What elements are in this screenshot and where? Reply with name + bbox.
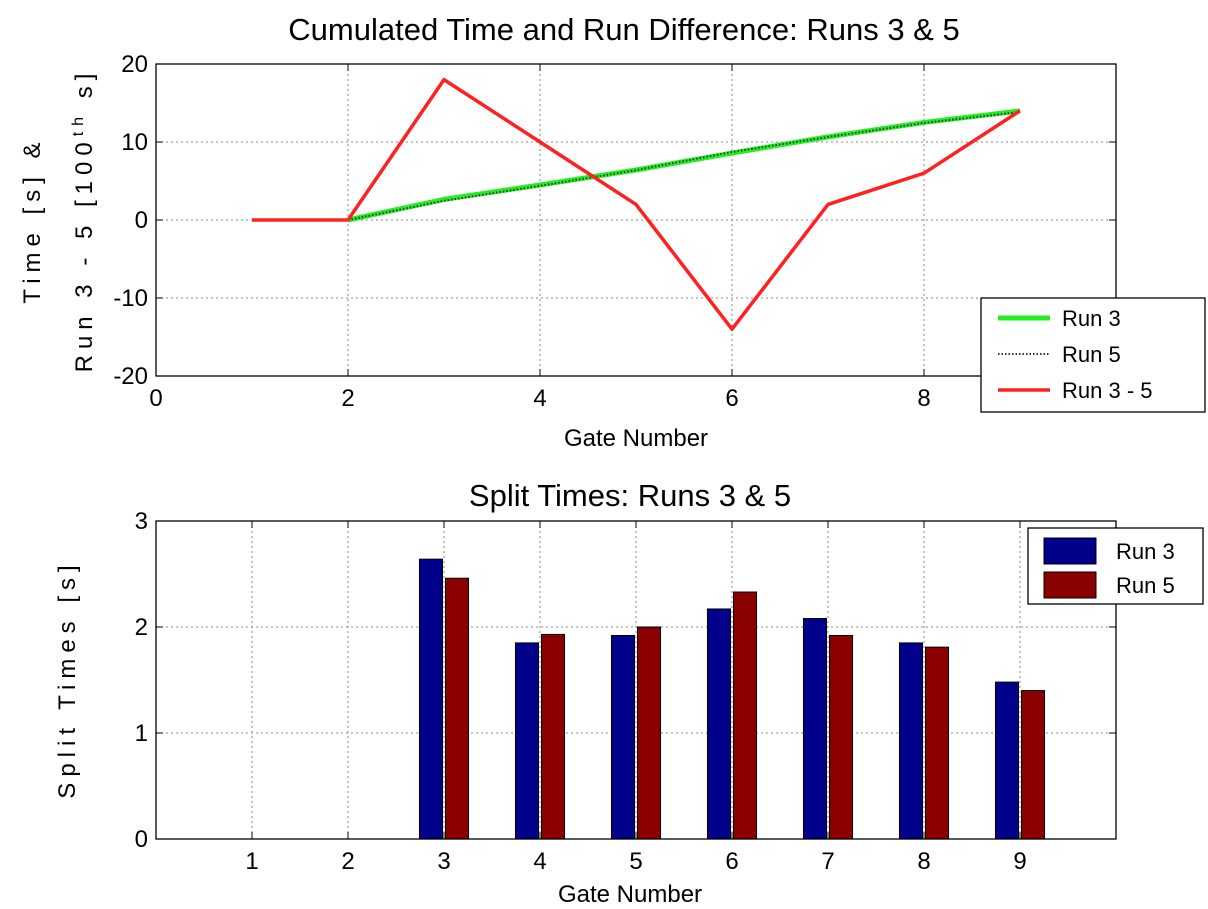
split-times-chart: Split Times: Runs 3 & 5 1 2 3 4 5 6 7 8 9 0 1 2 3 Ga… bbox=[54, 478, 1204, 908]
top-lines bbox=[252, 77, 1021, 331]
bar-run-3-gate-3 bbox=[418, 558, 443, 840]
top-y-tick-label: -20 bbox=[113, 363, 148, 390]
bottom-x-tick-label: 6 bbox=[725, 848, 738, 875]
bottom-chart-title: Split Times: Runs 3 & 5 bbox=[469, 478, 791, 513]
top-y-axis-label: Time [s] & Run 3 - 5 [100th s] bbox=[19, 68, 98, 373]
line-series-run-5 bbox=[347, 110, 1021, 221]
top-legend: Run 3 Run 5 Run 3 - 5 bbox=[980, 297, 1206, 413]
bottom-y-axis-label: Split Times [s] bbox=[54, 559, 81, 798]
bottom-x-tick-label: 9 bbox=[1013, 848, 1026, 875]
bottom-y-tick-label: 0 bbox=[135, 826, 148, 853]
bar-run-3-gate-8 bbox=[898, 642, 924, 840]
bottom-x-tick-label: 7 bbox=[821, 848, 834, 875]
bottom-legend: Run 3 Run 5 bbox=[1027, 527, 1204, 605]
top-legend-label: Run 3 bbox=[1062, 306, 1121, 331]
bottom-x-tick-label: 4 bbox=[533, 848, 546, 875]
top-legend-label: Run 5 bbox=[1062, 342, 1121, 367]
bottom-ticks: 1 2 3 4 5 6 7 8 9 0 1 2 3 bbox=[135, 508, 1116, 875]
bottom-x-tick-label: 8 bbox=[917, 848, 930, 875]
bottom-legend-label: Run 3 bbox=[1116, 539, 1175, 564]
bar-run-5-gate-8 bbox=[925, 646, 950, 840]
bottom-grid bbox=[156, 521, 1116, 839]
bottom-x-tick-label: 5 bbox=[629, 848, 642, 875]
bar-run-5-gate-6 bbox=[733, 591, 758, 840]
top-x-axis-label: Gate Number bbox=[564, 425, 708, 452]
bar-run-3-gate-6 bbox=[706, 608, 732, 840]
top-x-tick-label: 8 bbox=[917, 385, 930, 412]
bottom-y-tick-label: 3 bbox=[135, 508, 148, 535]
bottom-x-tick-label: 1 bbox=[245, 848, 258, 875]
bottom-legend-swatch bbox=[1043, 537, 1097, 565]
top-y-tick-label: 10 bbox=[121, 129, 148, 156]
top-y-tick-label: 0 bbox=[135, 207, 148, 234]
bar-run-5-gate-5 bbox=[637, 626, 662, 840]
top-grid bbox=[156, 64, 1116, 376]
line-series-run-3-5 bbox=[252, 77, 1021, 331]
bar-run-5-gate-4 bbox=[541, 633, 566, 840]
top-x-tick-label: 4 bbox=[533, 385, 546, 412]
bar-run-5-gate-9 bbox=[1021, 690, 1046, 840]
bottom-legend-swatch bbox=[1043, 571, 1097, 599]
top-x-tick-label: 6 bbox=[725, 385, 738, 412]
bottom-legend-label: Run 5 bbox=[1116, 573, 1175, 598]
top-legend-label: Run 3 - 5 bbox=[1062, 378, 1153, 403]
top-y-label-suffix: s] bbox=[71, 68, 98, 111]
bar-run-3-gate-5 bbox=[610, 634, 636, 840]
cumulated-time-chart: Cumulated Time and Run Difference: Runs … bbox=[19, 12, 1206, 452]
top-y-tick-label: 20 bbox=[121, 51, 148, 78]
bar-run-3-gate-4 bbox=[514, 642, 540, 840]
bar-run-5-gate-3 bbox=[445, 577, 470, 840]
top-y-tick-label: -10 bbox=[113, 285, 148, 312]
bar-run-3-gate-7 bbox=[802, 618, 828, 840]
bottom-x-tick-label: 3 bbox=[437, 848, 450, 875]
bottom-y-tick-label: 1 bbox=[135, 720, 148, 747]
bottom-x-tick-label: 2 bbox=[341, 848, 354, 875]
top-y-label-prefix: Run 3 - 5 [100 bbox=[71, 136, 98, 372]
bottom-y-tick-label: 2 bbox=[135, 614, 148, 641]
top-x-tick-label: 2 bbox=[341, 385, 354, 412]
top-y-label-line1: Time [s] & bbox=[19, 136, 46, 303]
bottom-x-axis-label: Gate Number bbox=[558, 881, 702, 908]
top-y-label-sup: th bbox=[70, 111, 87, 136]
bar-run-3-gate-9 bbox=[994, 681, 1020, 840]
bottom-bars bbox=[418, 558, 1046, 840]
top-chart-title: Cumulated Time and Run Difference: Runs … bbox=[288, 12, 959, 47]
top-y-label-line2: Run 3 - 5 [100th s] bbox=[70, 68, 98, 373]
top-x-tick-label: 0 bbox=[149, 385, 162, 412]
bar-run-5-gate-7 bbox=[829, 634, 854, 840]
